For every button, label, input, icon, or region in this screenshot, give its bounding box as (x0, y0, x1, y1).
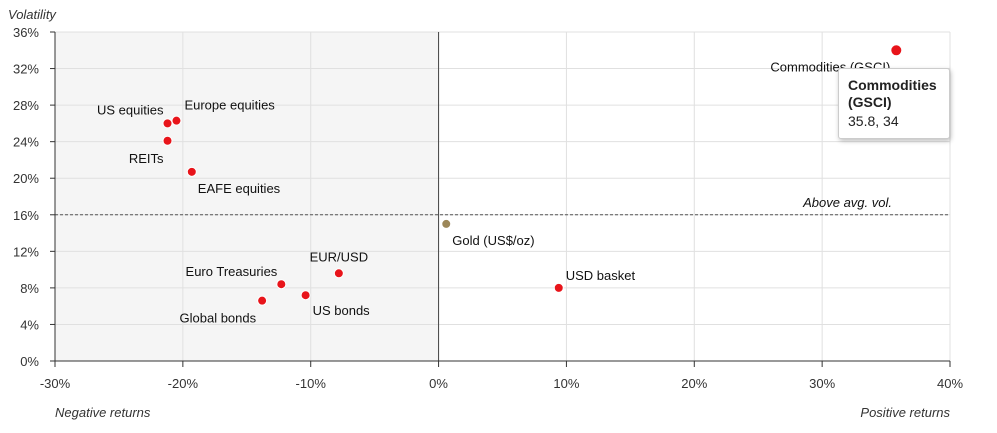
label-eur-usd: EUR/USD (310, 249, 369, 264)
y-tick-label: 0% (20, 354, 39, 369)
point-gold-us-oz (441, 218, 452, 229)
x-tick-label: 0% (429, 376, 448, 391)
point-eafe-equities (186, 166, 197, 177)
point-commodities-gsci (890, 44, 903, 57)
y-tick-label: 24% (13, 135, 39, 150)
x-tick-label: -10% (296, 376, 327, 391)
tooltip-value: 35.8, 34 (848, 113, 899, 129)
y-tick-label: 20% (13, 171, 39, 186)
x-tick-label: 20% (681, 376, 707, 391)
x-tick-label: 40% (937, 376, 963, 391)
y-tick-label: 8% (20, 281, 39, 296)
x-tick-label: 30% (809, 376, 835, 391)
x-tick-label: 10% (553, 376, 579, 391)
point-tooltip: Commodities (GSCI) 35.8, 34 (838, 68, 950, 139)
label-global-bonds: Global bonds (180, 311, 257, 326)
tooltip-title-line2: (GSCI) (848, 94, 892, 110)
point-us-equities (162, 118, 173, 129)
y-tick-label: 4% (20, 317, 39, 332)
y-tick-label: 12% (13, 244, 39, 259)
point-us-bonds (300, 290, 311, 301)
positive-returns-label: Positive returns (860, 405, 950, 420)
y-tick-label: 32% (13, 62, 39, 77)
x-tick-label: -30% (40, 376, 71, 391)
label-usd-basket: USD basket (566, 268, 636, 283)
label-europe-equities: Europe equities (184, 98, 275, 113)
label-eafe-equities: EAFE equities (198, 181, 281, 196)
tooltip-title-line1: Commodities (848, 77, 937, 93)
point-global-bonds (257, 295, 268, 306)
y-tick-label: 36% (13, 25, 39, 40)
x-tick-label: -20% (168, 376, 199, 391)
negative-returns-area (55, 32, 439, 361)
reference-line-label: Above avg. vol. (802, 195, 892, 210)
y-tick-label: 16% (13, 208, 39, 223)
y-axis-title: Volatility (8, 7, 57, 22)
above-average-volatility-line: Above avg. vol. (55, 195, 950, 216)
point-usd-basket (553, 282, 564, 293)
point-europe-equities (171, 115, 182, 126)
label-reits: REITs (129, 151, 164, 166)
point-eur-usd (333, 268, 344, 279)
point-euro-treasuries (276, 279, 287, 290)
label-euro-treasuries: Euro Treasuries (186, 264, 278, 279)
point-reits (162, 135, 173, 146)
data-points (162, 44, 903, 306)
negative-returns-label: Negative returns (55, 405, 151, 420)
point-labels: US equities Europe equities REITs EAFE equi… (97, 59, 890, 325)
label-us-bonds: US bonds (313, 303, 371, 318)
label-gold-us-oz: Gold (US$/oz) (452, 233, 534, 248)
axes: -30% -20% -10% 0% 10% 20% 30% 40% 0% 4% 8% 12% 16% 20… (8, 7, 963, 420)
y-tick-label: 28% (13, 98, 39, 113)
label-us-equities: US equities (97, 102, 164, 117)
